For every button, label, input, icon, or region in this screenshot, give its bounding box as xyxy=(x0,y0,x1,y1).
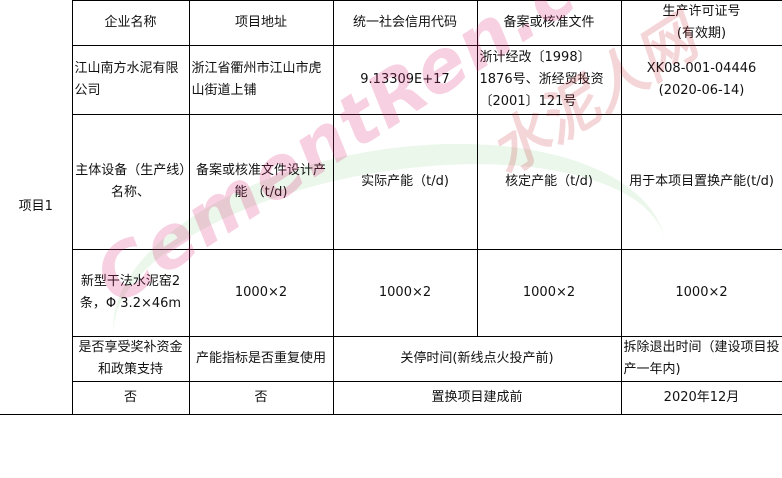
credit-code: 9.13309E+17 xyxy=(332,45,478,115)
header-license: 生产许可证号 (有效期) xyxy=(620,0,782,46)
design-capacity: 1000×2 xyxy=(188,249,334,337)
header-row-3: 是否享受奖补资金和政策支持 产能指标是否重复使用 关停时间(新线点火投产前) 拆… xyxy=(0,336,782,382)
project-address: 浙江省衢州市江山市虎山街道上铺 xyxy=(188,45,334,115)
header-replacement-capacity: 用于本项目置换产能(t/d) xyxy=(620,114,782,250)
equipment: 新型干法水泥窑2条，Φ 3.2×46m xyxy=(71,249,190,337)
license-number: XK08-001-04446 xyxy=(646,61,757,76)
header-subsidy: 是否享受奖补资金和政策支持 xyxy=(71,336,190,382)
filing-document: 浙计经改〔1998〕1876号、浙经贸投资〔2001〕121号 xyxy=(476,45,622,115)
header-actual-capacity: 实际产能（t/d) xyxy=(332,114,478,250)
company-name: 江山南方水泥有限公司 xyxy=(71,45,190,115)
license-title: 生产许可证号 xyxy=(662,4,741,19)
header-row: 项目1 企业名称 项目地址 统一社会信用代码 备案或核准文件 生产许可证号 (有效… xyxy=(0,0,782,415)
header-demolition-time: 拆除退出时间（建设项目投产一年内) xyxy=(620,336,782,382)
license-cell: XK08-001-04446 (2020-06-14) xyxy=(620,45,782,115)
license-validity-title: (有效期) xyxy=(676,26,727,41)
header-row-2: 主体设备（生产线）名称、 备案或核准文件设计产能 （t/d) 实际产能（t/d)… xyxy=(0,114,782,250)
table-row: 否 否 置换项目建成前 2020年12月 xyxy=(0,381,782,415)
approved-capacity: 1000×2 xyxy=(476,249,622,337)
table-row: 江山南方水泥有限公司 浙江省衢州市江山市虎山街道上铺 9.13309E+17 浙… xyxy=(0,45,782,115)
header-approved-capacity: 核定产能（t/d) xyxy=(476,114,622,250)
header-shutdown-time: 关停时间(新线点火投产前) xyxy=(332,336,622,382)
demolition-time: 2020年12月 xyxy=(620,381,782,415)
project-label: 项目1 xyxy=(0,0,73,415)
header-filing: 备案或核准文件 xyxy=(476,0,622,46)
header-company: 企业名称 xyxy=(71,0,190,46)
header-credit-code: 统一社会信用代码 xyxy=(332,0,478,46)
subsidy: 否 xyxy=(71,381,190,415)
header-reuse: 产能指标是否重复使用 xyxy=(188,336,334,382)
capacity-replacement-table: 项目1 企业名称 项目地址 统一社会信用代码 备案或核准文件 生产许可证号 (有效… xyxy=(0,0,782,415)
replacement-capacity: 1000×2 xyxy=(620,249,782,337)
license-validity: (2020-06-14) xyxy=(658,83,745,98)
reuse: 否 xyxy=(188,381,334,415)
header-address: 项目地址 xyxy=(188,0,334,46)
shutdown-time: 置换项目建成前 xyxy=(332,381,622,415)
actual-capacity: 1000×2 xyxy=(332,249,478,337)
header-equipment: 主体设备（生产线）名称、 xyxy=(71,114,190,250)
table-row: 新型干法水泥窑2条，Φ 3.2×46m 1000×2 1000×2 1000×2… xyxy=(0,249,782,337)
header-design-capacity: 备案或核准文件设计产能 （t/d) xyxy=(188,114,334,250)
